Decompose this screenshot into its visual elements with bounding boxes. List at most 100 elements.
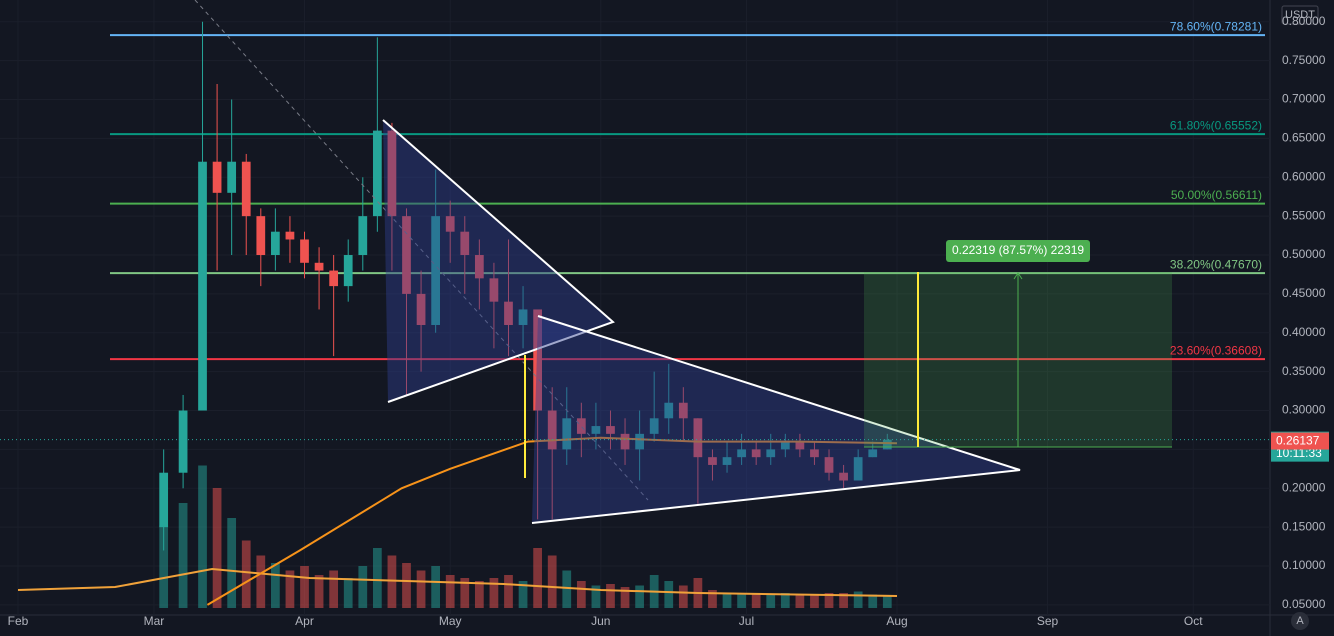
volume-bar xyxy=(387,555,397,608)
volume-bar xyxy=(270,563,280,608)
volume-bar xyxy=(460,578,470,608)
volume-bar xyxy=(504,575,513,608)
candle-body xyxy=(416,293,426,325)
y-tick-label: 0.75000 xyxy=(1282,53,1326,67)
candle-body xyxy=(241,161,251,217)
volume-bar xyxy=(416,570,426,608)
candle-body xyxy=(460,231,470,256)
y-tick-label: 0.05000 xyxy=(1282,597,1326,611)
volume-bar xyxy=(329,570,339,608)
volume-bar xyxy=(562,570,572,608)
volume-bar xyxy=(606,584,615,608)
candle-body xyxy=(445,216,455,232)
volume-bar xyxy=(241,540,251,608)
x-tick-label: Oct xyxy=(1184,614,1203,628)
currency: USDT xyxy=(1285,9,1315,21)
y-tick-label: 0.65000 xyxy=(1282,131,1326,145)
volume-bar xyxy=(198,465,207,608)
fib-label: 78.60%(0.78281) xyxy=(1170,19,1262,33)
candle-body xyxy=(358,216,368,256)
fib-label: 23.60%(0.36608) xyxy=(1170,343,1262,357)
candle-body xyxy=(300,239,309,263)
volume-bar xyxy=(868,594,878,608)
moving-average xyxy=(206,436,898,606)
x-tick-label: Mar xyxy=(144,614,165,628)
candle-body xyxy=(882,439,892,450)
currency-box xyxy=(1281,5,1319,25)
y-tick-label: 0.70000 xyxy=(1282,92,1326,106)
measure-arrowhead xyxy=(1013,272,1023,280)
auto-button-label[interactable]: A xyxy=(1296,615,1304,627)
volume-bar xyxy=(547,555,557,608)
triangle-edge xyxy=(382,119,615,403)
candle-body xyxy=(489,278,499,302)
y-tick-label: 0.10000 xyxy=(1282,558,1326,572)
volume-bar xyxy=(431,566,441,608)
y-tick-label: 0.45000 xyxy=(1282,286,1326,300)
volume-bar xyxy=(882,596,892,608)
candle-body xyxy=(751,449,761,458)
volume-bar xyxy=(722,593,732,608)
x-tick-label: Jun xyxy=(591,614,610,628)
candle-body xyxy=(547,410,557,450)
volume-bar xyxy=(664,581,674,608)
volume-bar xyxy=(343,578,353,608)
candle-body xyxy=(853,457,863,481)
candle-body xyxy=(693,418,703,458)
candle-body xyxy=(402,216,411,294)
candle-body xyxy=(591,426,601,434)
candle-body xyxy=(387,130,397,217)
volume-bar xyxy=(358,566,368,608)
candle-body xyxy=(474,255,484,279)
volume-bar xyxy=(751,594,761,608)
volume-bar xyxy=(212,488,222,608)
volume-bar xyxy=(853,591,863,608)
volume-bar xyxy=(518,581,528,608)
candle-body xyxy=(635,433,644,450)
candle-body xyxy=(270,231,280,256)
candle-body xyxy=(839,472,848,481)
fib-label: 38.20%(0.47670) xyxy=(1170,257,1262,271)
measure-label: 0.22319 (87.57%) 22319 xyxy=(952,243,1084,257)
candle-body xyxy=(372,130,382,217)
prev-price: 0.26137 xyxy=(1276,434,1320,448)
candle-body xyxy=(766,449,776,458)
triangle-edge xyxy=(531,315,1021,524)
candle-body xyxy=(576,418,586,434)
x-tick-label: Sep xyxy=(1037,614,1059,628)
candle-body xyxy=(343,255,353,287)
candle-body xyxy=(431,216,441,325)
candle-body xyxy=(795,441,805,450)
x-tick-label: Aug xyxy=(886,614,907,628)
candle-body xyxy=(285,231,295,240)
volume-bar xyxy=(402,563,411,608)
volume-bar xyxy=(780,593,790,608)
auto-button[interactable] xyxy=(1291,612,1309,630)
volume-bar xyxy=(810,594,819,608)
y-tick-label: 0.15000 xyxy=(1282,519,1326,533)
measure-label-box xyxy=(946,240,1090,262)
fib-label: 61.80%(0.65552) xyxy=(1170,118,1262,132)
triangle xyxy=(383,120,613,402)
volume-bar xyxy=(708,590,717,608)
volume-bar xyxy=(576,581,586,608)
candle-body xyxy=(314,262,324,271)
candle-body xyxy=(649,418,659,434)
candle-body xyxy=(178,410,188,473)
candle-body xyxy=(198,161,207,411)
candle-body xyxy=(722,457,732,465)
volume-bar xyxy=(227,518,237,608)
candle-body xyxy=(708,457,717,465)
volume-bar xyxy=(285,570,295,608)
candle-body xyxy=(620,433,630,450)
volume-bar xyxy=(737,593,746,608)
candle-body xyxy=(533,309,542,411)
y-tick-label: 0.40000 xyxy=(1282,325,1326,339)
volume-bar xyxy=(620,587,630,608)
volume-bar xyxy=(314,575,324,608)
x-tick-label: May xyxy=(439,614,462,628)
y-tick-label: 0.50000 xyxy=(1282,247,1326,261)
volume-bar xyxy=(678,585,688,608)
y-tick-label: 0.80000 xyxy=(1282,14,1326,28)
volume-ma xyxy=(17,567,898,597)
